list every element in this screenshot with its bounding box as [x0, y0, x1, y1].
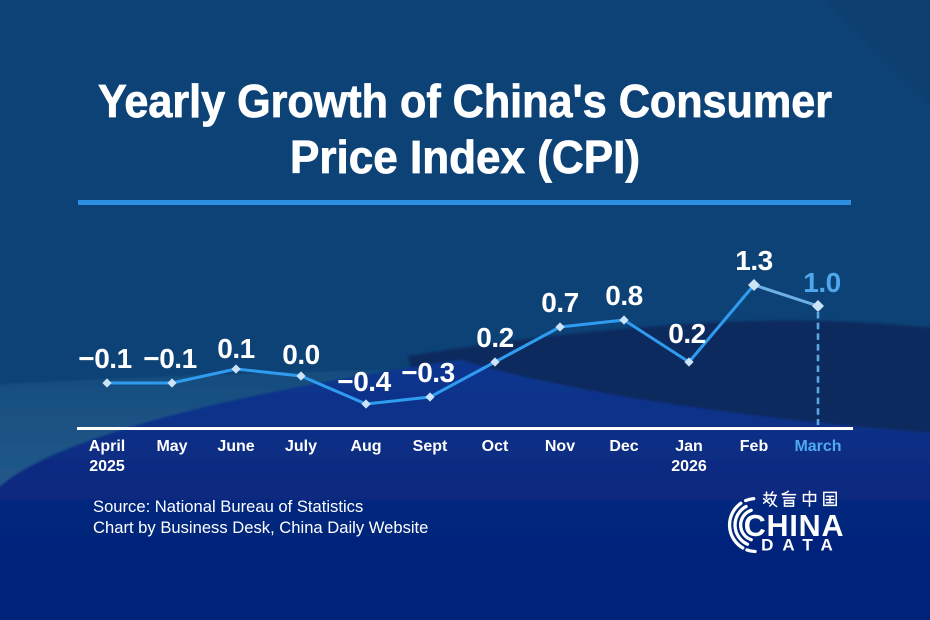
svg-text:0.1: 0.1 — [217, 333, 254, 364]
svg-text:March: March — [794, 438, 841, 455]
svg-text:Jan: Jan — [675, 438, 703, 455]
svg-text:−0.1: −0.1 — [78, 343, 131, 374]
svg-text:−0.1: −0.1 — [143, 343, 196, 374]
svg-text:Aug: Aug — [350, 438, 381, 455]
svg-text:2026: 2026 — [671, 458, 707, 475]
svg-text:2025: 2025 — [89, 458, 125, 475]
svg-text:Oct: Oct — [482, 438, 509, 455]
svg-text:Sept: Sept — [413, 438, 448, 455]
svg-text:Source: National Bureau of Sta: Source: National Bureau of Statistics — [93, 497, 363, 516]
svg-text:0.7: 0.7 — [541, 287, 578, 318]
svg-text:Dec: Dec — [609, 438, 638, 455]
svg-text:Price Index (CPI): Price Index (CPI) — [290, 131, 640, 183]
svg-text:CHINA: CHINA — [744, 509, 845, 543]
svg-text:Chart by Business Desk, China: Chart by Business Desk, China Daily Webs… — [93, 518, 428, 537]
svg-text:0.2: 0.2 — [476, 322, 513, 353]
svg-text:−0.4: −0.4 — [337, 366, 391, 397]
svg-text:July: July — [285, 438, 317, 455]
svg-text:0.2: 0.2 — [668, 318, 705, 349]
svg-text:0.0: 0.0 — [282, 339, 319, 370]
svg-text:June: June — [217, 438, 254, 455]
svg-text:0.8: 0.8 — [605, 280, 642, 311]
svg-text:DATA: DATA — [761, 536, 842, 555]
svg-text:May: May — [156, 438, 187, 455]
svg-text:1.3: 1.3 — [735, 245, 772, 276]
svg-text:Feb: Feb — [740, 438, 769, 455]
svg-text:Yearly Growth of China's Consu: Yearly Growth of China's Consumer — [98, 75, 832, 127]
svg-text:April: April — [89, 438, 125, 455]
svg-text:−0.3: −0.3 — [401, 357, 454, 388]
svg-text:1.0: 1.0 — [803, 267, 840, 298]
svg-text:Nov: Nov — [545, 438, 575, 455]
